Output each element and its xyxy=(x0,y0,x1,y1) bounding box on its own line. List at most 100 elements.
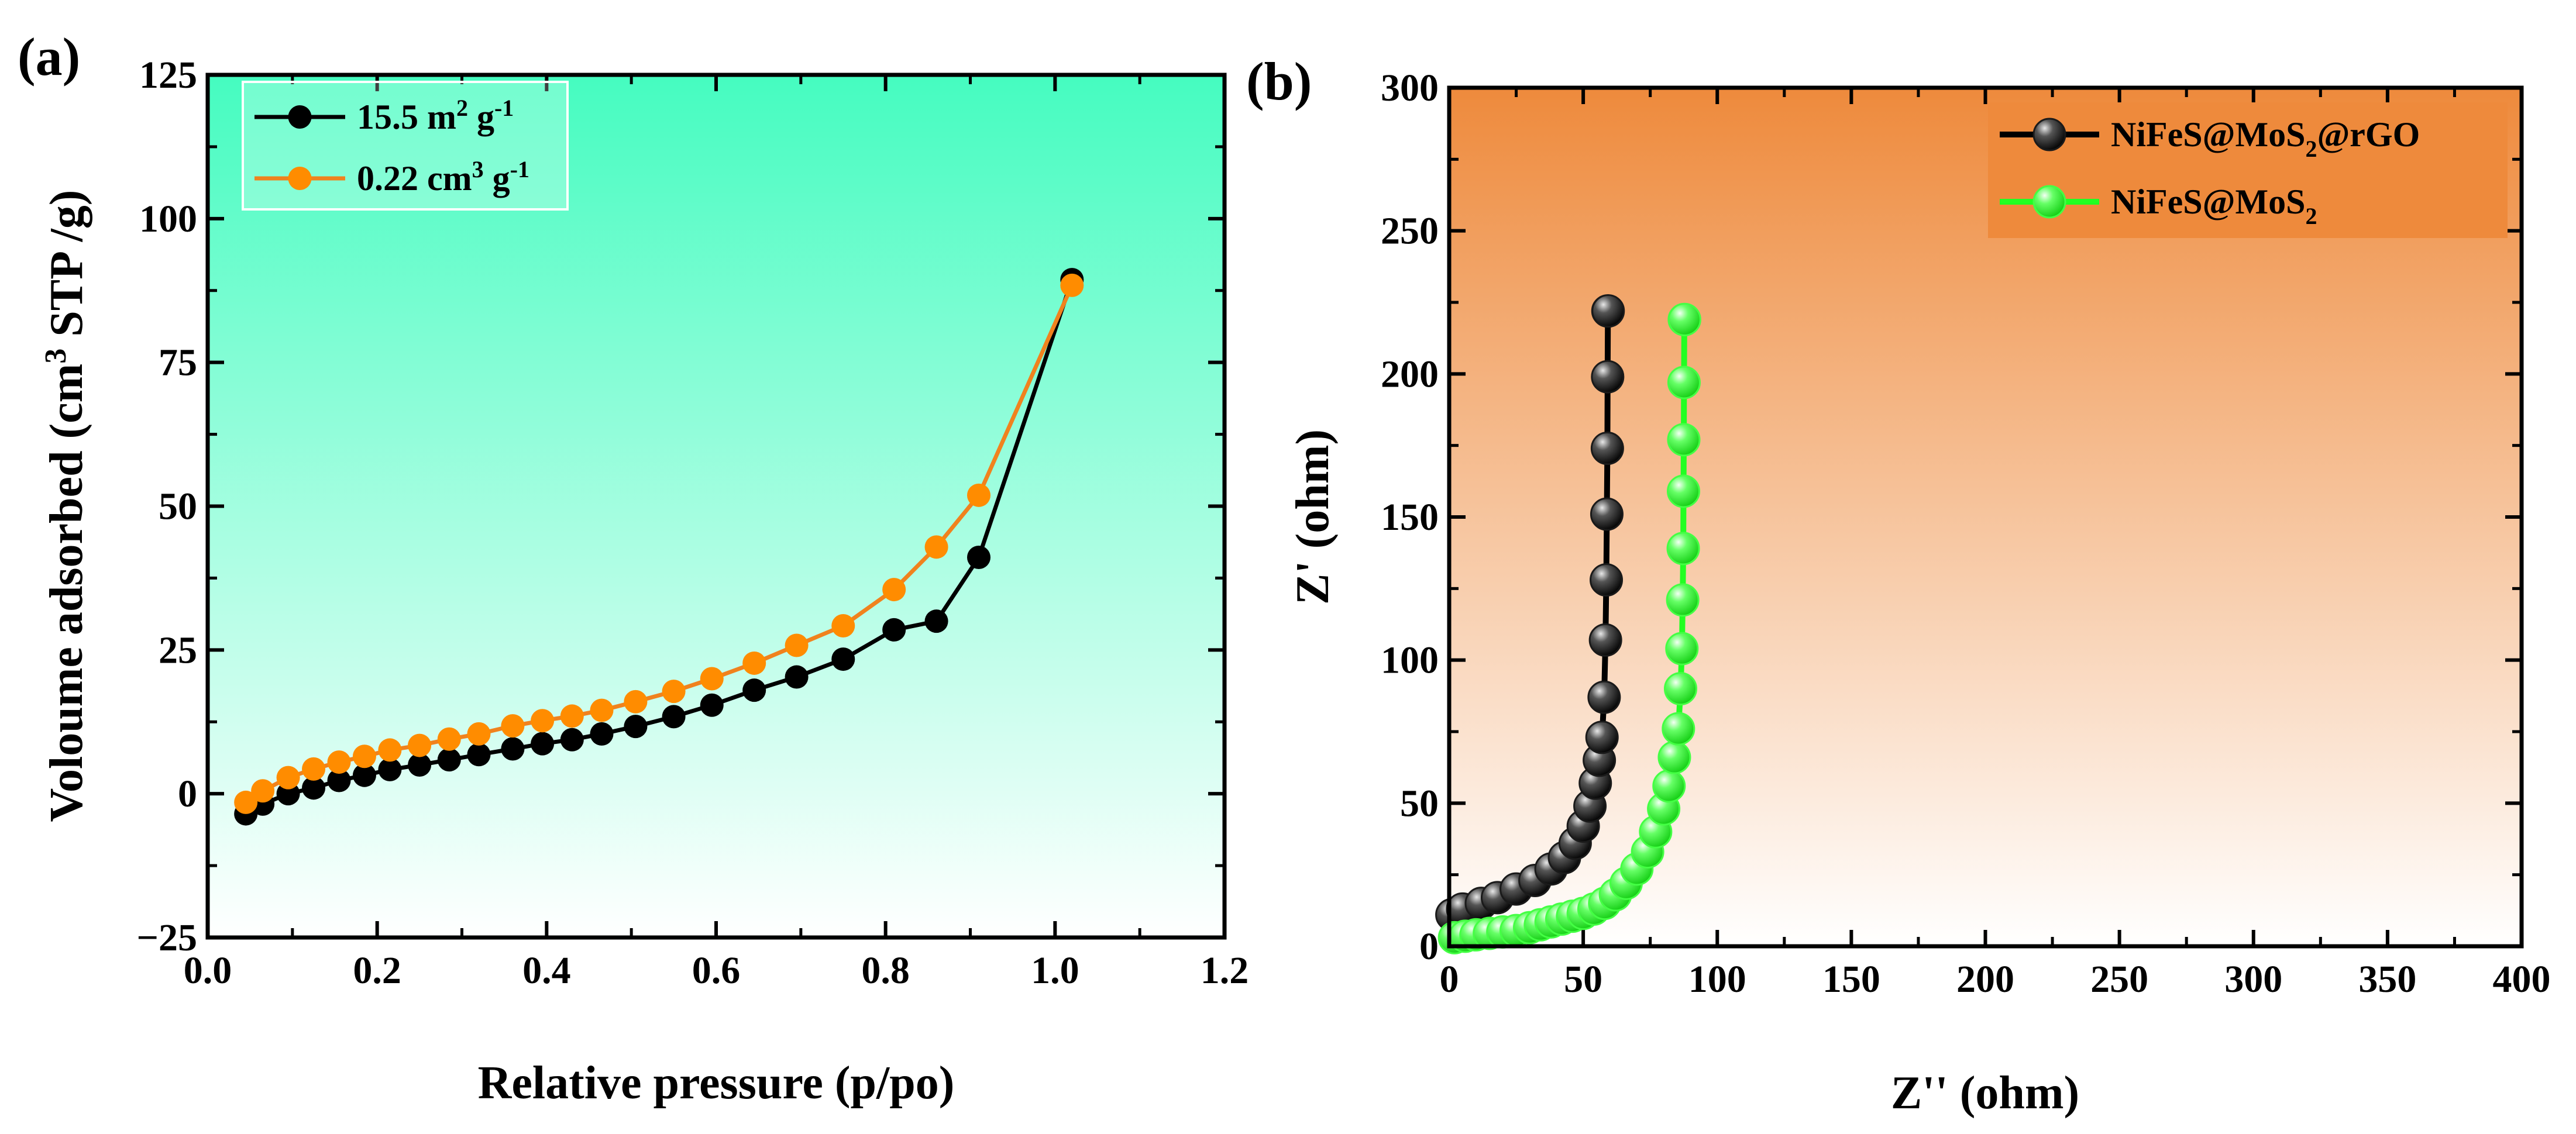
y-tick-label: 300 xyxy=(1381,67,1439,109)
x-tick-label: 0.6 xyxy=(692,949,741,992)
data-point xyxy=(1663,672,1697,706)
data-point xyxy=(882,618,906,642)
data-point xyxy=(1591,294,1625,328)
data-point xyxy=(437,748,461,772)
data-point xyxy=(624,690,648,714)
y-tick-label: 50 xyxy=(1400,782,1439,825)
x-tick-label: 100 xyxy=(1688,958,1746,1001)
y-axis-label-a-post: STP /g) xyxy=(41,190,92,349)
y-axis-label-a-sup: 3 xyxy=(39,349,73,364)
data-point xyxy=(1652,769,1686,803)
x-tick-label: 0.8 xyxy=(861,949,910,992)
data-point xyxy=(327,750,351,774)
x-tick-label: 0.2 xyxy=(353,949,401,992)
data-point xyxy=(501,714,525,738)
legend-label: NiFeS@MoS2@rGO xyxy=(2111,115,2420,162)
panel-label-a: (a) xyxy=(18,27,80,87)
data-point xyxy=(700,693,724,717)
legend-label: 15.5 m2 g-1 xyxy=(357,95,514,136)
data-point xyxy=(1666,583,1700,617)
data-point xyxy=(742,651,766,675)
x-tick-label: 400 xyxy=(2493,958,2551,1001)
y-axis-label-b: Z' (ohm) xyxy=(1287,429,1339,605)
data-point xyxy=(302,776,326,800)
data-point xyxy=(560,728,584,752)
data-point xyxy=(1666,532,1700,566)
data-point xyxy=(1667,366,1701,399)
series-points-b xyxy=(1435,294,1701,954)
y-tick-label: −25 xyxy=(136,916,197,959)
data-point xyxy=(276,766,300,790)
panel-label-b: (b) xyxy=(1246,51,1312,111)
y-tick-label: 100 xyxy=(139,198,197,240)
series-points-a xyxy=(234,268,1084,826)
x-tick-label: 50 xyxy=(1564,958,1602,1001)
data-point xyxy=(1665,632,1699,666)
x-tick-label: 200 xyxy=(1956,958,2014,1001)
data-point xyxy=(1588,623,1622,657)
data-point xyxy=(531,709,555,733)
y-tick-label: 50 xyxy=(159,485,197,528)
data-point xyxy=(378,757,402,781)
data-point xyxy=(590,722,614,746)
y-tick-label: 25 xyxy=(159,629,197,671)
data-point xyxy=(437,727,461,751)
x-tick-label: 350 xyxy=(2358,958,2416,1001)
data-point xyxy=(276,782,300,806)
legend-box xyxy=(1988,102,2508,238)
data-point xyxy=(624,715,648,739)
legend-a: 15.5 m2 g-1 0.22 cm3 g-1 xyxy=(242,81,569,211)
data-point xyxy=(924,535,948,559)
data-point xyxy=(967,483,990,507)
y-tick-labels-a: −25 0 25 50 75 100 125 xyxy=(136,54,197,959)
data-point xyxy=(831,614,855,638)
x-tick-labels-b: 0 50 100 150 200 250 300 350 400 xyxy=(1440,958,2551,1001)
y-axis-label-a: Voloume adsorbed (cm3 STP /g) xyxy=(39,190,92,822)
data-point xyxy=(1591,360,1625,394)
data-point xyxy=(352,763,376,787)
y-tick-label: 75 xyxy=(159,342,197,384)
y-axis-label-a-pre: Voloume adsorbed (cm xyxy=(41,364,92,822)
plot-frame-b xyxy=(1447,85,2524,949)
data-point xyxy=(1667,474,1701,508)
data-point xyxy=(234,790,258,814)
y-tick-label: 250 xyxy=(1381,210,1439,253)
data-point xyxy=(1590,563,1624,597)
data-point xyxy=(378,738,402,762)
x-tick-label: 0 xyxy=(1440,958,1459,1001)
chart-panel-b: (b) 0 50 100 150 200 250 300 350 400 0 50 100 150 20… xyxy=(1246,51,2551,1119)
legend-marker xyxy=(288,105,312,129)
y-tick-label: 100 xyxy=(1381,639,1439,682)
y-tick-label: 0 xyxy=(178,773,197,815)
data-point xyxy=(531,732,555,756)
x-axis-label-a: Relative pressure (p/po) xyxy=(478,1057,955,1109)
data-point xyxy=(590,698,614,722)
data-point xyxy=(1667,302,1701,336)
data-point xyxy=(1587,680,1621,714)
data-point xyxy=(251,779,275,803)
data-point xyxy=(408,733,432,757)
y-tick-labels-b: 0 50 100 150 200 250 300 xyxy=(1381,67,1439,968)
data-point xyxy=(352,744,376,768)
x-axis-label-b: Z'' (ohm) xyxy=(1891,1067,2079,1119)
data-point xyxy=(501,737,525,761)
data-point xyxy=(1590,432,1624,466)
y-tick-label: 0 xyxy=(1419,925,1439,968)
data-point xyxy=(662,705,686,729)
data-point xyxy=(1657,740,1691,774)
data-point xyxy=(785,633,809,657)
data-point xyxy=(882,578,906,602)
data-point xyxy=(1667,423,1701,457)
y-tick-label: 200 xyxy=(1381,353,1439,395)
legend-label: 0.22 cm3 g-1 xyxy=(357,156,529,198)
data-point xyxy=(467,743,491,767)
data-point xyxy=(467,722,491,746)
data-point xyxy=(785,665,809,689)
data-point xyxy=(742,678,766,702)
data-point xyxy=(1585,721,1619,754)
legend-b: NiFeS@MoS2@rGO NiFeS@MoS2 xyxy=(1988,102,2508,238)
y-tick-label: 150 xyxy=(1381,496,1439,539)
legend-marker xyxy=(288,167,312,190)
plot-background-a xyxy=(208,75,1225,937)
